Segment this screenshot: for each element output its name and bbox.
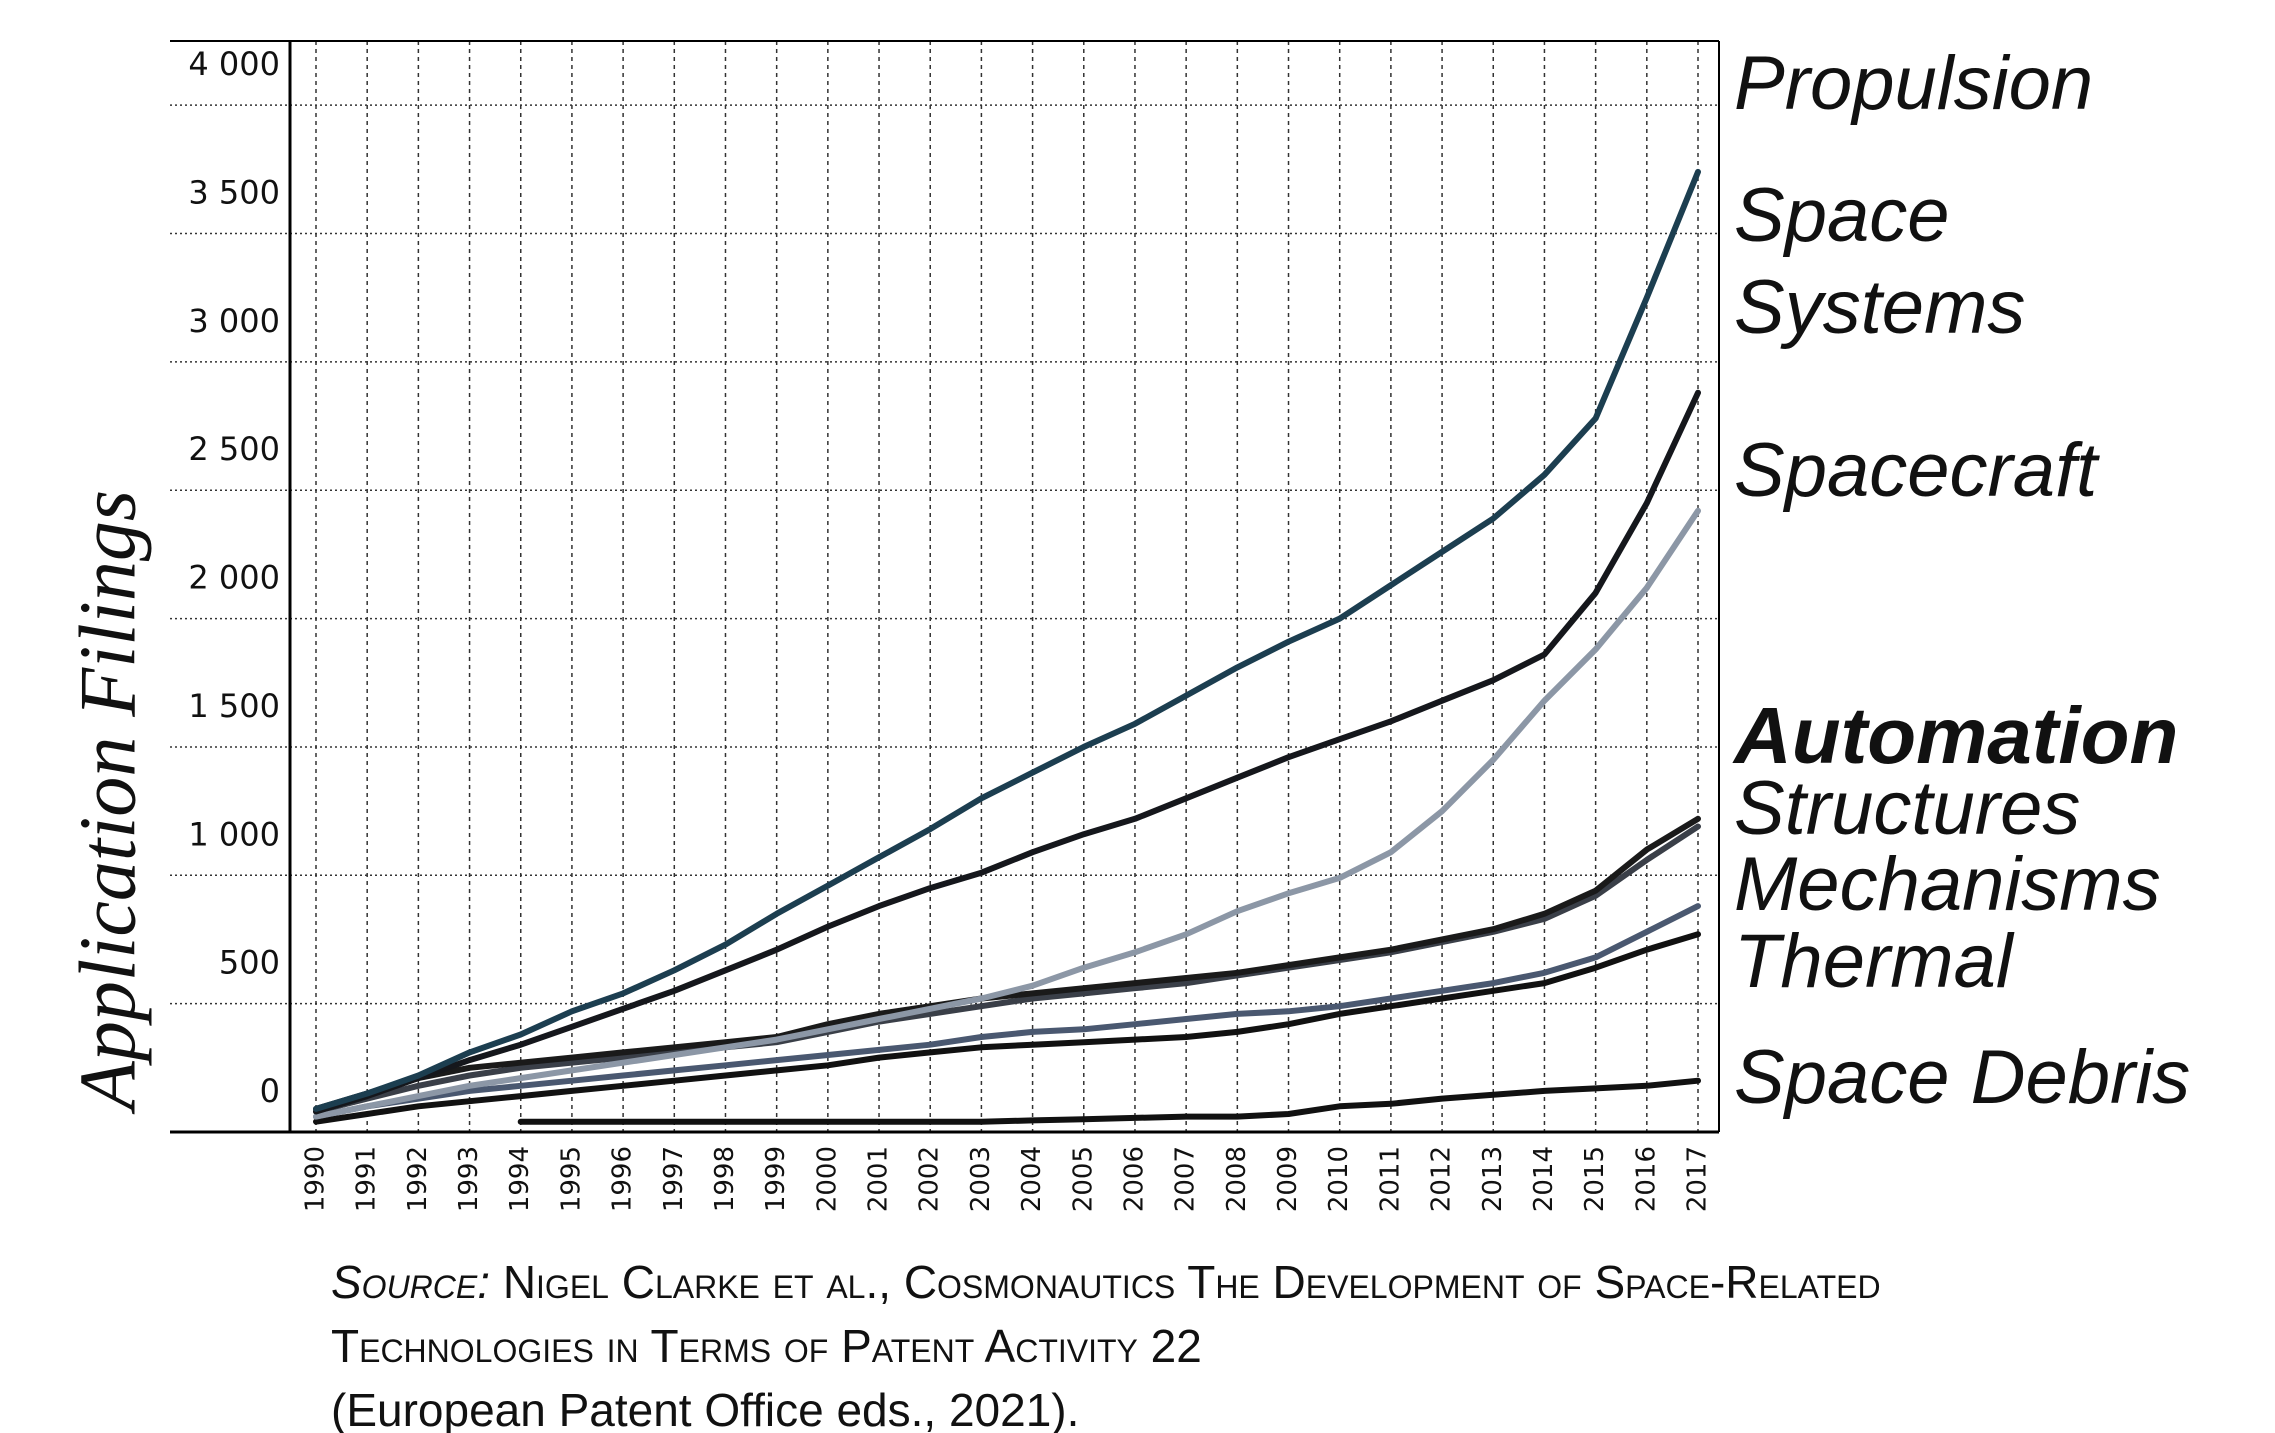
x-tick-label: 1992 [403,1146,433,1212]
x-tick-label: 1994 [505,1146,535,1212]
x-tick-label: 2001 [864,1146,894,1212]
x-tick-label: 1996 [608,1146,638,1212]
y-tick-label: 3 500 [188,174,280,212]
source-citation: Nigel Clarke et al., Cosmonautics The De… [331,1256,1881,1372]
x-tick-label: 2007 [1171,1146,1201,1212]
x-tick-label: 2017 [1683,1146,1713,1212]
y-tick-label: 500 [219,944,280,982]
x-tick-label: 1995 [556,1146,586,1212]
source-label: Source: [331,1256,491,1308]
series-line [313,389,1701,1115]
x-tick-label: 1997 [659,1146,689,1212]
x-tick-label: 2014 [1529,1146,1559,1212]
x-tick-label: 1993 [454,1146,484,1212]
series-line [313,507,1701,1120]
series-line [313,903,1701,1120]
legend-entry: Mechanisms [1734,842,2161,927]
legend-entry: Structures [1734,766,2081,851]
x-tick-label: 2002 [915,1146,945,1212]
x-tick-label: 1990 [301,1146,331,1212]
x-tick-label: 1991 [352,1146,382,1212]
series-line [313,168,1701,1112]
x-tick-label: 2000 [812,1146,842,1212]
legend-entry: Space Debris [1734,1035,2191,1120]
x-tick-label: 2015 [1580,1146,1610,1212]
y-tick-label: 2 500 [188,430,280,468]
x-tick-label: 2012 [1427,1146,1457,1212]
y-tick-label: 2 000 [188,559,280,597]
x-tick-label: 2013 [1478,1146,1508,1212]
series-line [313,815,1701,1112]
x-tick-label: 2008 [1222,1146,1252,1212]
legend-entry: Automation [1734,691,2179,780]
y-tick-label: 3 000 [188,302,280,340]
x-tick-label: 2010 [1324,1146,1354,1212]
series-line [313,931,1701,1125]
x-tick-label: 2005 [1068,1146,1098,1212]
x-tick-label: 1999 [761,1146,791,1212]
y-tick-label: 1 000 [188,815,280,853]
legend-entry: Space Systems [1734,173,2026,350]
x-tick-label: 2009 [1273,1146,1303,1212]
source-publisher: (European Patent Office eds., 2021). [331,1384,1080,1433]
x-tick-label: 2003 [966,1146,996,1212]
legend-entry: Propulsion [1734,41,2094,126]
y-axis-label: Application Filings [64,490,153,1110]
y-tick-label: 4 000 [188,45,280,83]
y-tick-label: 1 500 [188,687,280,725]
y-tick-label: 0 [260,1072,280,1110]
legend-entry: Spacecraft [1734,428,2098,513]
series-line [517,1077,1701,1125]
x-tick-label: 1998 [710,1146,740,1212]
x-tick-label: 2006 [1119,1146,1149,1212]
x-tick-label: 2011 [1375,1146,1405,1212]
source-note: Source: Nigel Clarke et al., Cosmonautic… [331,1250,1971,1433]
series-line [313,823,1701,1115]
x-tick-label: 2016 [1631,1146,1661,1212]
legend-entry: Thermal [1734,919,2013,1004]
x-tick-label: 2004 [1017,1146,1047,1212]
